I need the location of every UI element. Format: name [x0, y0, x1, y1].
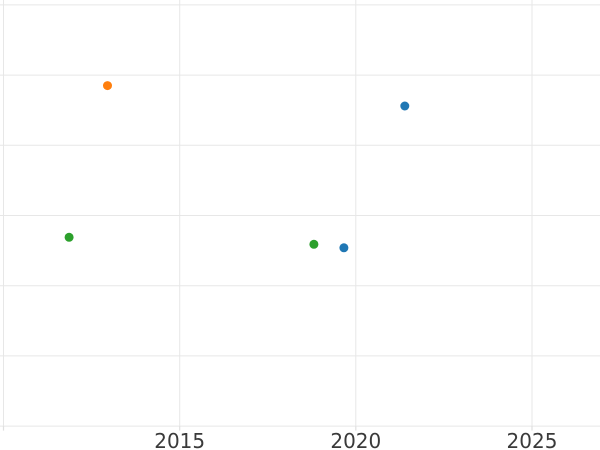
axis-ticks [2, 426, 533, 431]
x-tick-label: 2015 [154, 429, 205, 450]
gridlines [0, 0, 600, 427]
data-point-orange-series [103, 81, 112, 91]
x-tick-label: 2025 [507, 429, 558, 450]
data-point-green-series [309, 239, 319, 249]
data-points [64, 81, 410, 253]
data-point-green-series [64, 232, 74, 242]
x-tick-labels: 2015 2020 2025 [154, 429, 557, 450]
x-tick-label: 2020 [330, 429, 381, 450]
data-point-blue-series [400, 101, 410, 111]
data-point-blue-series [339, 243, 349, 253]
